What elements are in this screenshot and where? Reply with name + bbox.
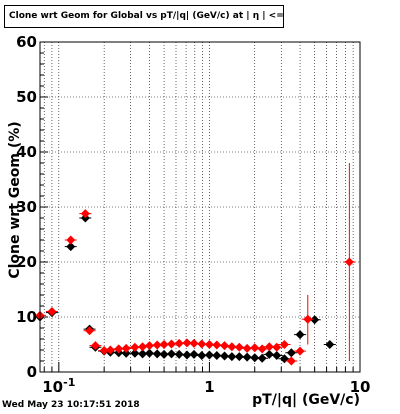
data-point xyxy=(144,341,154,351)
x-tick-label: 1 xyxy=(204,378,214,396)
data-point xyxy=(204,340,214,349)
data-point xyxy=(257,344,267,354)
data-point xyxy=(227,342,237,352)
data-point xyxy=(80,209,90,219)
data-point xyxy=(166,339,176,349)
data-point xyxy=(234,352,244,362)
data-point xyxy=(197,351,207,360)
data-point xyxy=(189,349,199,359)
data-point xyxy=(286,356,296,366)
data-point xyxy=(204,350,214,360)
data-point xyxy=(152,340,162,350)
grid-lines xyxy=(40,42,360,372)
chart-title: Clone wrt Geom for Global vs pT/|q| (GeV… xyxy=(4,5,284,28)
data-point xyxy=(279,340,289,349)
data-point xyxy=(166,349,176,359)
data-point xyxy=(242,343,252,353)
data-point xyxy=(257,353,267,363)
data-point xyxy=(212,351,222,360)
data-point xyxy=(152,349,162,359)
data-point xyxy=(159,340,169,349)
x-tick-label: 10-1 xyxy=(42,376,75,396)
data-point xyxy=(182,338,192,348)
data-point xyxy=(47,307,57,316)
y-tick-label: 20 xyxy=(16,253,37,271)
data-point xyxy=(325,340,335,349)
data-point xyxy=(264,342,274,352)
y-tick-label: 40 xyxy=(16,143,37,161)
data-point xyxy=(197,339,207,349)
y-tick-label: 50 xyxy=(16,88,37,106)
axis-tick-labels: 0 10 20 30 40 50 60 10-1 1 10 xyxy=(16,33,370,396)
series-2 xyxy=(34,163,356,366)
data-point xyxy=(159,349,169,359)
data-point xyxy=(121,343,131,353)
data-point xyxy=(295,330,305,340)
y-tick-label: 10 xyxy=(16,308,37,326)
data-point xyxy=(212,340,222,350)
y-axis-label: Clone wrt Geom (%) xyxy=(7,121,23,278)
data-point xyxy=(105,345,115,355)
data-point xyxy=(220,351,230,361)
data-point xyxy=(144,348,154,358)
data-point xyxy=(242,352,252,362)
data-point xyxy=(182,350,192,360)
data-marks xyxy=(34,163,356,366)
data-point xyxy=(138,349,148,359)
data-point xyxy=(220,341,230,351)
data-point xyxy=(189,338,199,348)
data-point xyxy=(250,353,260,363)
x-tick-label: 10 xyxy=(350,378,371,396)
data-point xyxy=(174,349,184,359)
data-point xyxy=(174,338,184,348)
data-point xyxy=(310,315,320,325)
data-point xyxy=(66,235,76,245)
data-point xyxy=(114,344,124,354)
data-point xyxy=(295,346,305,356)
x-axis-label: pT/|q| (GeV/c) xyxy=(252,392,360,408)
data-point xyxy=(90,341,100,351)
data-point xyxy=(264,349,274,359)
data-point xyxy=(130,342,140,352)
data-point xyxy=(234,342,244,352)
data-point xyxy=(250,343,260,353)
data-point xyxy=(99,346,109,356)
data-point xyxy=(85,326,95,336)
data-point xyxy=(272,351,282,360)
data-point xyxy=(138,342,148,352)
plot-frame xyxy=(39,41,361,373)
y-tick-label: 30 xyxy=(16,198,37,216)
data-point xyxy=(121,348,131,358)
data-point xyxy=(227,352,237,362)
data-point xyxy=(66,242,76,252)
y-tick-label: 0 xyxy=(27,363,37,381)
data-point xyxy=(130,348,140,358)
datestamp: Wed May 23 10:17:51 2018 xyxy=(2,400,140,410)
series-1 xyxy=(34,213,336,364)
y-tick-label: 60 xyxy=(16,33,37,51)
data-point xyxy=(286,348,296,358)
